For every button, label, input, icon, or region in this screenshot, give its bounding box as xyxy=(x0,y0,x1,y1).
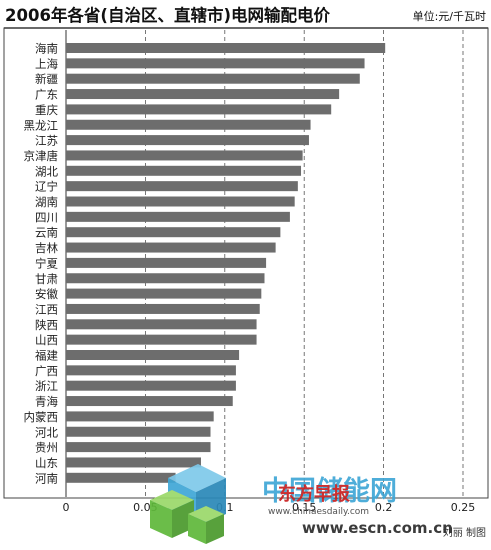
bar xyxy=(66,104,332,115)
category-label: 湖南 xyxy=(35,195,58,209)
credit-label: 刘丽 制图 xyxy=(443,526,486,539)
category-label: 湖北 xyxy=(35,164,58,178)
category-label: 上海 xyxy=(35,57,58,71)
bar xyxy=(66,242,276,253)
category-label: 安徽 xyxy=(35,287,58,301)
category-label: 福建 xyxy=(35,349,58,363)
bar xyxy=(66,58,365,69)
category-label: 广西 xyxy=(35,364,58,378)
category-label: 辽宁 xyxy=(35,180,58,194)
category-label: 新疆 xyxy=(35,72,58,86)
watermark-newspaper: 东方早报 xyxy=(278,483,350,505)
x-tick-label: 0 xyxy=(63,501,70,514)
category-label: 浙江 xyxy=(35,379,58,393)
bar xyxy=(66,150,303,161)
watermark-site-name: 中国储能网 xyxy=(262,475,397,507)
category-label: 京津唐 xyxy=(24,149,59,163)
x-tick-label: 0.2 xyxy=(375,501,393,514)
bar xyxy=(66,411,214,422)
bar xyxy=(66,288,262,299)
category-label: 四川 xyxy=(35,210,58,224)
bar xyxy=(66,319,257,330)
bar xyxy=(66,227,281,238)
category-label: 云南 xyxy=(35,226,58,240)
x-tick-label: 0.25 xyxy=(451,501,476,514)
bar xyxy=(66,303,260,314)
category-labels: 海南上海新疆广东重庆黑龙江江苏京津唐湖北辽宁湖南四川云南吉林宁夏甘肃安徽江西陕西… xyxy=(24,42,59,486)
watermark-url-main: www.escn.com.cn xyxy=(302,519,453,537)
bar xyxy=(66,472,176,483)
bar xyxy=(66,442,211,453)
category-label: 河南 xyxy=(35,471,58,485)
category-label: 海南 xyxy=(35,42,58,56)
unit-label: 单位:元/千瓦时 xyxy=(413,9,486,23)
chart-title: 2006年各省(自治区、直辖市)电网输配电价 xyxy=(5,5,331,25)
category-label: 陕西 xyxy=(35,318,58,332)
category-label: 江苏 xyxy=(35,134,58,148)
bar xyxy=(66,350,240,360)
category-label: 重庆 xyxy=(35,103,58,117)
bar xyxy=(66,380,236,391)
bar xyxy=(66,196,295,207)
category-label: 内蒙西 xyxy=(24,410,59,424)
bar xyxy=(66,365,236,376)
bar xyxy=(66,165,302,176)
bar xyxy=(66,396,233,407)
category-label: 广东 xyxy=(35,88,58,102)
bar-series xyxy=(66,43,386,483)
category-label: 黑龙江 xyxy=(24,118,59,132)
category-label: 贵州 xyxy=(35,441,58,455)
bar xyxy=(66,135,309,146)
bar xyxy=(66,273,265,284)
bar xyxy=(66,119,311,130)
watermark: 中国储能网 东方早报 www.chinaesdaily.com www.escn… xyxy=(150,464,453,544)
category-label: 山西 xyxy=(35,333,58,347)
watermark-url-top: www.chinaesdaily.com xyxy=(268,507,369,517)
category-label: 河北 xyxy=(35,425,58,439)
category-label: 宁夏 xyxy=(35,256,58,270)
category-label: 山东 xyxy=(35,456,58,470)
category-label: 吉林 xyxy=(35,241,58,255)
category-label: 青海 xyxy=(35,395,58,409)
bar xyxy=(66,426,211,437)
bar xyxy=(66,89,340,100)
bar xyxy=(66,334,257,345)
bar xyxy=(66,211,290,222)
bar xyxy=(66,73,360,84)
bar xyxy=(66,181,298,192)
category-label: 甘肃 xyxy=(35,272,58,286)
plot-frame xyxy=(3,27,489,499)
category-label: 江西 xyxy=(35,302,58,316)
bar xyxy=(66,457,201,468)
bar xyxy=(66,257,267,268)
x-tick-label: 0.15 xyxy=(292,501,317,514)
bar xyxy=(66,43,386,53)
watermark-cube-logo xyxy=(150,464,226,544)
